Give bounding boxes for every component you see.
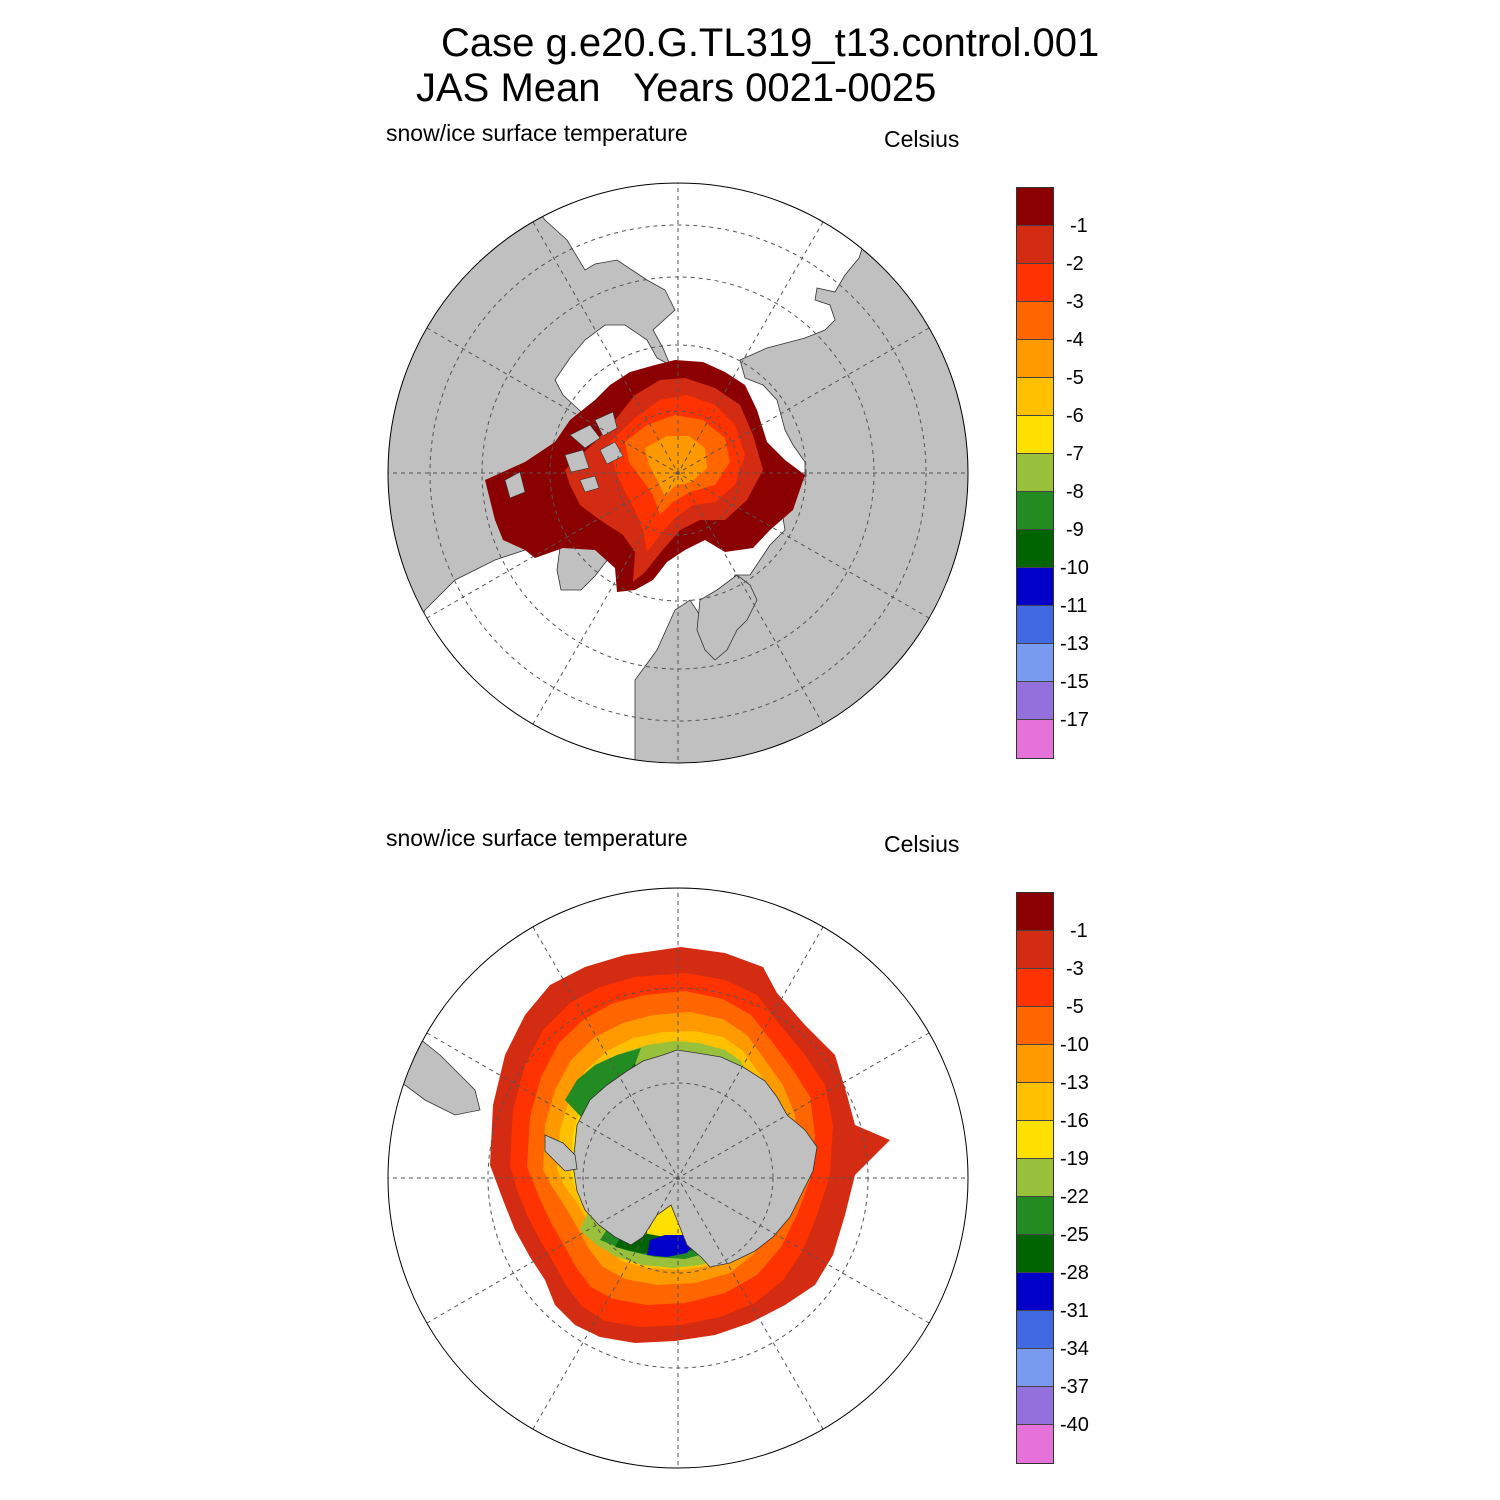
south-colorbar-label: -31 <box>1060 1300 1089 1322</box>
north-colorbar-label: -6 <box>1066 405 1084 427</box>
colorbar-cell <box>1017 1159 1053 1197</box>
colorbar-cell <box>1017 1387 1053 1425</box>
south-units-label: Celsius <box>884 831 960 857</box>
south-colorbar-label: -16 <box>1060 1110 1089 1132</box>
south-land-peninsula <box>544 1134 578 1172</box>
north-colorbar-label: -2 <box>1066 253 1084 275</box>
north-colorbar-label: -17 <box>1060 709 1089 731</box>
colorbar-cell <box>1017 644 1053 682</box>
south-colorbar-label: -28 <box>1060 1262 1089 1284</box>
north-colorbar-label: -1 <box>1070 215 1088 237</box>
north-colorbar <box>1016 187 1054 759</box>
south-variable-label: snow/ice surface temperature <box>386 825 688 851</box>
north-polar-map <box>387 182 969 764</box>
colorbar-cell <box>1017 454 1053 492</box>
colorbar-cell <box>1017 530 1053 568</box>
colorbar-cell <box>1017 893 1053 931</box>
colorbar-cell <box>1017 1045 1053 1083</box>
south-colorbar-label: -37 <box>1060 1376 1089 1398</box>
colorbar-cell <box>1017 340 1053 378</box>
north-colorbar-label: -10 <box>1060 557 1089 579</box>
south-polar-map <box>387 887 969 1469</box>
colorbar-cell <box>1017 226 1053 264</box>
north-colorbar-label: -9 <box>1066 519 1084 541</box>
colorbar-cell <box>1017 1349 1053 1387</box>
colorbar-cell <box>1017 1425 1053 1463</box>
south-colorbar-label: -5 <box>1066 996 1084 1018</box>
colorbar-cell <box>1017 378 1053 416</box>
north-land-archipelago <box>504 411 624 499</box>
colorbar-cell <box>1017 931 1053 969</box>
south-colorbar-label: -1 <box>1070 920 1088 942</box>
colorbar-cell <box>1017 264 1053 302</box>
colorbar-cell <box>1017 1007 1053 1045</box>
south-colorbar-label: -40 <box>1060 1414 1089 1436</box>
colorbar-cell <box>1017 568 1053 606</box>
south-graticule <box>388 888 968 1468</box>
south-colorbar <box>1016 892 1054 1464</box>
north-colorbar-label: -11 <box>1060 595 1088 617</box>
colorbar-cell <box>1017 1235 1053 1273</box>
colorbar-cell <box>1017 188 1053 226</box>
north-colorbar-label: -13 <box>1060 633 1089 655</box>
colorbar-cell <box>1017 1121 1053 1159</box>
colorbar-cell <box>1017 416 1053 454</box>
north-colorbar-label: -8 <box>1066 481 1084 503</box>
north-colorbar-label: -5 <box>1066 367 1084 389</box>
colorbar-cell <box>1017 1273 1053 1311</box>
colorbar-cell <box>1017 492 1053 530</box>
colorbar-cell <box>1017 720 1053 758</box>
north-graticule <box>388 183 968 763</box>
north-map-border <box>387 182 969 764</box>
figure-title-line2: JAS Mean Years 0021-0025 <box>416 66 937 110</box>
south-map-border <box>387 887 969 1469</box>
colorbar-cell <box>1017 682 1053 720</box>
colorbar-cell <box>1017 606 1053 644</box>
south-colorbar-label: -3 <box>1066 958 1084 980</box>
colorbar-cell <box>1017 1197 1053 1235</box>
colorbar-cell <box>1017 1311 1053 1349</box>
colorbar-cell <box>1017 1083 1053 1121</box>
colorbar-cell <box>1017 302 1053 340</box>
north-colorbar-label: -4 <box>1066 329 1084 351</box>
south-land-antarctica <box>572 1049 818 1268</box>
south-colorbar-label: -34 <box>1060 1338 1089 1360</box>
south-colorbar-label: -19 <box>1060 1148 1089 1170</box>
north-colorbar-label: -3 <box>1066 291 1084 313</box>
north-colorbar-label: -7 <box>1066 443 1084 465</box>
south-colorbar-label: -13 <box>1060 1072 1089 1094</box>
north-variable-label: snow/ice surface temperature <box>386 120 688 146</box>
north-units-label: Celsius <box>884 126 960 152</box>
south-colorbar-label: -22 <box>1060 1186 1089 1208</box>
north-land-scandinavia <box>696 574 758 661</box>
south-colorbar-label: -25 <box>1060 1224 1089 1246</box>
south-colorbar-label: -10 <box>1060 1034 1089 1056</box>
north-colorbar-label: -15 <box>1060 671 1089 693</box>
colorbar-cell <box>1017 969 1053 1007</box>
figure-title-line1: Case g.e20.G.TL319_t13.control.001 <box>441 21 1100 65</box>
